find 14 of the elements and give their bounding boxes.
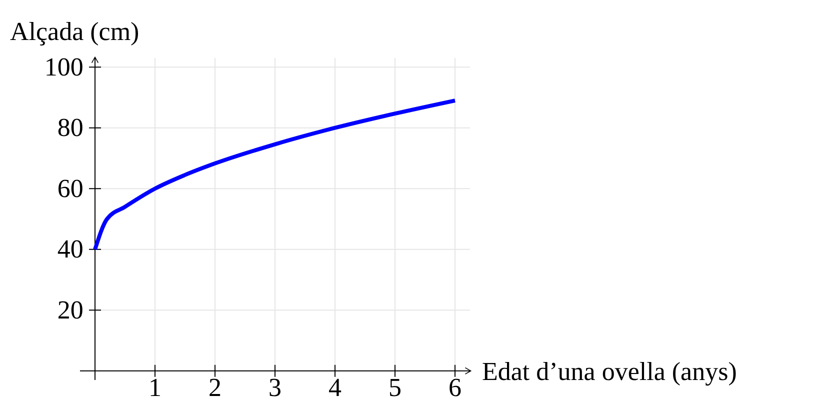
line-series	[93, 98, 457, 252]
x-tick-label: 3	[268, 373, 282, 402]
x-tick-label: 5	[388, 373, 402, 402]
x-tick-label: 2	[208, 373, 222, 402]
y-tick-label: 80	[57, 113, 84, 142]
y-axis-title: Alçada (cm)	[10, 17, 140, 46]
x-tick-label: 6	[448, 373, 462, 402]
y-tick-label: 60	[57, 174, 84, 203]
x-axis-title: Edat d’una ovella (anys)	[482, 356, 737, 386]
y-tick-label: 20	[57, 295, 84, 324]
x-tick-label: 1	[148, 373, 162, 402]
y-tick-label: 40	[57, 234, 84, 264]
x-tick-label: 4	[328, 373, 342, 402]
y-tick-label: 100	[44, 52, 84, 82]
